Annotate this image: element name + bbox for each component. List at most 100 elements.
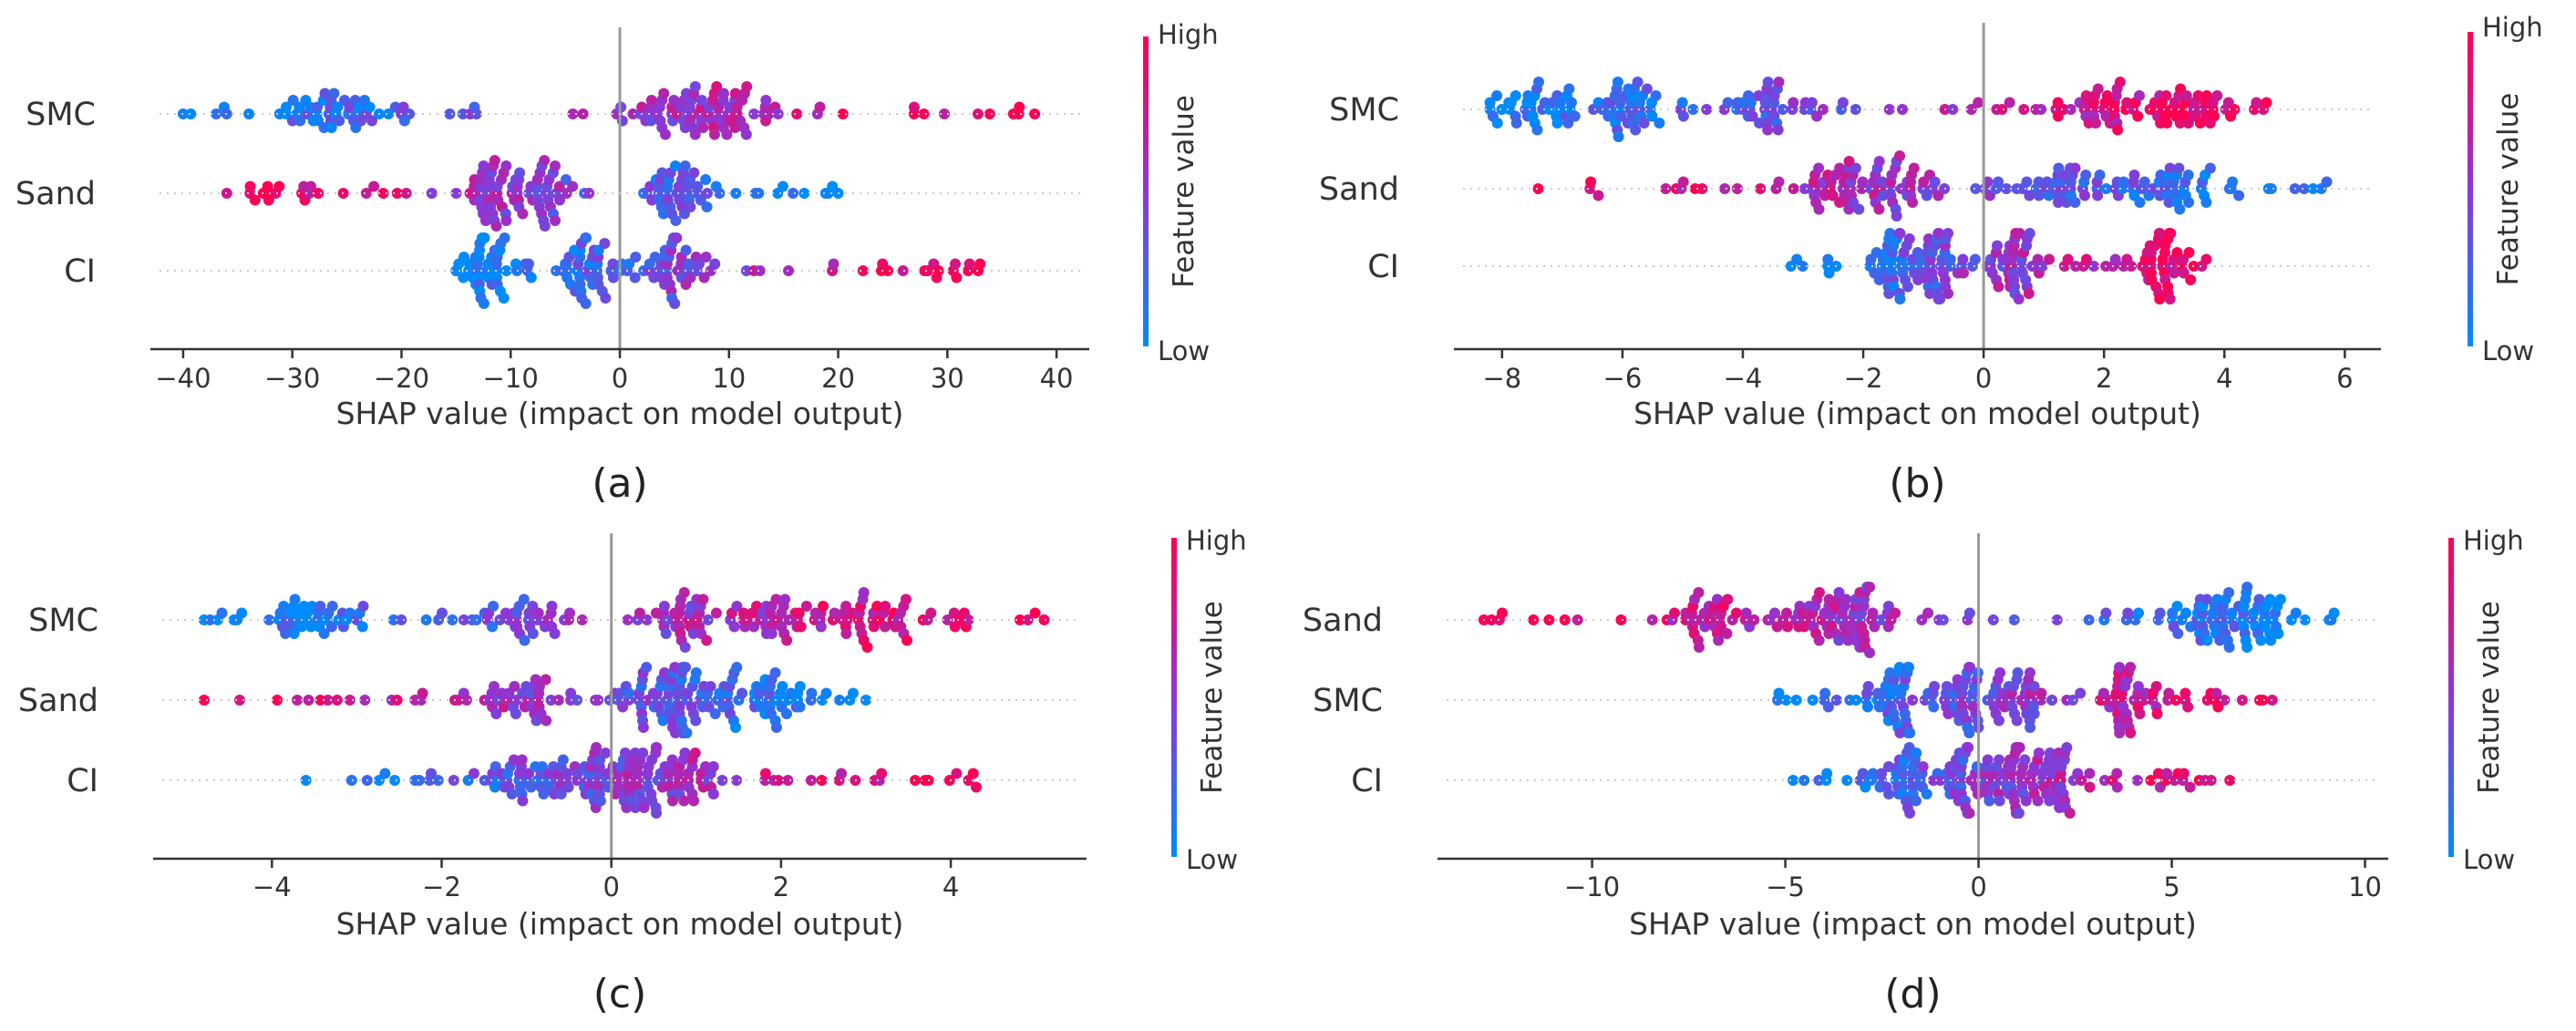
shap-point: [1772, 124, 1784, 136]
shap-point: [2111, 768, 2123, 779]
shap-point: [417, 687, 428, 699]
shap-point: [2169, 267, 2179, 279]
shap-point: [2013, 808, 2025, 819]
shap-point: [1934, 294, 1946, 304]
shap-point: [1782, 621, 1793, 633]
shap-point: [1585, 176, 1597, 188]
shap-point: [740, 265, 752, 276]
shap-point: [1883, 789, 1895, 799]
shap-point: [591, 742, 603, 753]
x-tick-label: 10: [2348, 871, 2382, 902]
shap-point: [1903, 662, 1914, 673]
shap-point: [700, 252, 712, 263]
shap-point: [599, 238, 611, 249]
colorbar-high-label: High: [2482, 12, 2543, 43]
shap-point: [716, 775, 728, 786]
shap-point: [2044, 795, 2056, 807]
shap-point: [562, 768, 572, 779]
colorbar-gradient: [2448, 538, 2454, 857]
shap-point: [1841, 775, 1853, 786]
shap-point: [637, 747, 649, 758]
shap-point: [359, 695, 371, 706]
shap-point: [2064, 808, 2076, 819]
shap-point: [500, 215, 512, 226]
colorbar: High Low Feature value: [1143, 19, 1219, 366]
shap-point: [332, 101, 344, 113]
shap-point: [773, 775, 784, 786]
subplot-d: −10 −5 0 5 10 Sand SMC CI SHAP value (impact o…: [1303, 525, 2524, 1017]
shap-point: [2036, 261, 2048, 272]
colorbar-title: Feature value: [1168, 95, 1200, 288]
shap-point: [1592, 190, 1604, 201]
shap-point: [2084, 781, 2096, 793]
shap-point: [701, 201, 713, 212]
shap-point: [2033, 176, 2045, 188]
shap-point: [1929, 681, 1941, 692]
shap-point: [1833, 634, 1845, 646]
shap-point: [2210, 687, 2222, 699]
x-tick-label: −4: [1724, 363, 1763, 394]
shap-point: [532, 607, 544, 619]
shap-point: [517, 795, 529, 807]
shap-point: [646, 194, 658, 206]
shap-point: [377, 188, 389, 199]
shap-point: [701, 634, 713, 646]
shap-point: [829, 607, 840, 619]
shap-point: [2182, 118, 2194, 129]
shap-point: [198, 695, 210, 706]
shap-point: [1790, 695, 1802, 706]
shap-point: [2204, 162, 2216, 174]
shap-point: [2035, 687, 2047, 699]
shap-point: [1970, 183, 1982, 194]
x-tick-label: 30: [931, 363, 964, 394]
shap-point: [2178, 267, 2190, 279]
shap-point: [1853, 203, 1865, 215]
shap-point: [1484, 97, 1496, 108]
shap-point: [1994, 667, 2006, 678]
shap-point: [1528, 614, 1540, 625]
shap-point: [1813, 162, 1825, 174]
shap-point: [1987, 614, 1999, 625]
shap-point: [694, 258, 705, 270]
shap-point: [2023, 288, 2035, 299]
shap-point: [1654, 118, 1665, 129]
shap-point: [366, 115, 377, 127]
shap-point: [450, 188, 462, 199]
shap-point: [364, 101, 376, 113]
shap-point: [2272, 628, 2284, 639]
shap-point: [325, 621, 337, 633]
shap-point: [1632, 77, 1643, 88]
shap-point: [387, 614, 399, 625]
shap-point: [509, 681, 520, 692]
x-axis-label: SHAP value (impact on model output): [1629, 906, 2197, 942]
shap-point: [847, 687, 859, 699]
shap-point: [1963, 808, 1975, 819]
shap-point: [1890, 607, 1901, 619]
x-tick-label: −6: [1603, 363, 1643, 394]
shap-point: [2261, 97, 2272, 108]
shap-point: [1862, 681, 1874, 692]
colorbar-low-label: Low: [2463, 844, 2515, 875]
shap-point: [2092, 83, 2104, 95]
shap-point: [2080, 90, 2092, 101]
shap-point: [2182, 701, 2194, 713]
shap-point: [2014, 742, 2025, 753]
shap-point: [2163, 687, 2175, 699]
shap-point: [777, 681, 788, 692]
shap-point: [656, 167, 668, 179]
x-tick-label: 40: [1040, 363, 1074, 394]
shap-point: [488, 601, 500, 612]
shap-point: [1677, 176, 1689, 188]
shap-point: [2111, 781, 2123, 793]
shap-point: [539, 155, 551, 166]
shap-point: [861, 642, 873, 653]
shap-point: [300, 775, 312, 786]
shap-point: [396, 614, 407, 625]
shap-point: [1958, 267, 1969, 279]
shap-point: [2264, 593, 2276, 605]
shap-point: [572, 695, 582, 706]
colorbar-title: Feature value: [2473, 601, 2506, 794]
shap-point: [2182, 170, 2194, 180]
shap-point: [795, 621, 807, 633]
shap-point: [2001, 183, 2013, 194]
